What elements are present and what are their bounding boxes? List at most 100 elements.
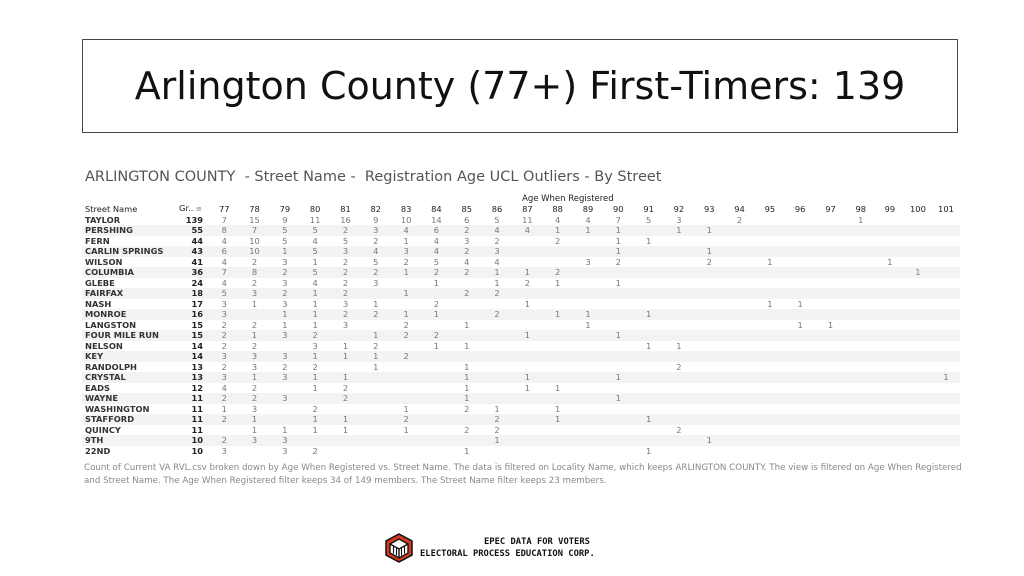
count-cell xyxy=(754,372,785,383)
count-cell xyxy=(932,446,960,457)
count-cell xyxy=(785,278,815,289)
age-column-header: 97 xyxy=(825,203,836,214)
count-cell: 3 xyxy=(282,277,288,288)
count-cell: 2 xyxy=(251,256,258,267)
count-cell: 2 xyxy=(451,267,482,278)
count-cell: 3 xyxy=(209,351,240,362)
count-cell xyxy=(876,446,904,457)
count-cell xyxy=(572,267,604,278)
table-row: FERN 44 4 10 5 4 5 2 1 4 3 2 2 1 1 xyxy=(82,236,960,247)
count-cell: 1 xyxy=(603,330,634,341)
count-cell: 1 xyxy=(390,267,422,278)
count-cell xyxy=(931,288,960,299)
count-cell: 2 xyxy=(209,330,240,341)
total-cell: 24 xyxy=(191,277,204,288)
count-cell xyxy=(361,425,391,436)
total-cell: 43 xyxy=(179,246,210,257)
count-cell xyxy=(330,404,360,415)
count-cell: 1 xyxy=(615,235,621,246)
count-cell: 5 xyxy=(300,225,331,236)
count-cell: 3 xyxy=(585,256,591,267)
count-cell: 10 xyxy=(249,235,260,246)
count-cell xyxy=(269,414,300,425)
street-name-cell: QUINCY xyxy=(85,424,121,435)
count-cell xyxy=(603,435,634,446)
count-cell: 1 xyxy=(251,424,258,435)
count-cell xyxy=(904,362,932,373)
count-cell xyxy=(694,278,724,289)
age-column-header: 83 xyxy=(400,203,412,214)
count-cell: 1 xyxy=(421,309,452,320)
count-cell: 2 xyxy=(451,246,482,257)
age-column-header: 77 xyxy=(218,203,230,214)
count-cell: 4 xyxy=(312,277,318,288)
count-cell: 4 xyxy=(421,246,452,257)
count-cell xyxy=(904,446,932,457)
count-cell xyxy=(846,425,876,436)
count-cell xyxy=(876,425,904,436)
table-row: CARLIN SPRINGS 43 6 10 1 5 3 4 3 4 2 3 1 1 xyxy=(82,246,960,257)
count-cell xyxy=(452,278,482,289)
count-cell xyxy=(932,404,960,415)
count-cell xyxy=(694,309,725,320)
count-cell xyxy=(573,236,603,247)
count-cell xyxy=(904,320,932,331)
count-cell xyxy=(785,414,816,425)
count-cell: 1 xyxy=(694,246,725,257)
count-cell: 2 xyxy=(269,267,300,278)
count-cell: 8 xyxy=(209,225,240,236)
count-cell xyxy=(663,309,695,320)
count-cell xyxy=(512,414,543,425)
count-cell xyxy=(451,414,482,425)
count-cell: 1 xyxy=(494,403,500,414)
count-cell xyxy=(694,414,725,425)
slide-title-box: Arlington County (77+) First-Timers: 139 xyxy=(82,39,958,133)
count-cell: 2 xyxy=(481,288,513,299)
count-cell xyxy=(270,404,300,415)
count-cell xyxy=(785,236,815,247)
total-cell: 36 xyxy=(179,267,210,278)
count-cell xyxy=(754,288,785,299)
sort-descending-icon[interactable]: ≡ xyxy=(196,205,202,213)
count-cell xyxy=(512,435,543,446)
count-cell xyxy=(512,288,543,299)
street-name-cell: KEY xyxy=(82,351,180,362)
count-cell xyxy=(876,299,904,310)
count-cell xyxy=(421,383,451,394)
count-cell xyxy=(815,362,845,373)
count-cell: 1 xyxy=(694,435,725,446)
count-cell: 1 xyxy=(512,267,543,278)
count-cell xyxy=(845,414,876,425)
age-column-header: 89 xyxy=(582,203,594,214)
table-row: NELSON 14 2 2 3 1 2 1 1 1 1 xyxy=(82,341,960,352)
total-header[interactable]: Gr.. ≡ xyxy=(179,203,209,215)
table-row: PERSHING 55 8 7 5 5 2 3 4 6 2 4 4 1 1 1 1 1 xyxy=(82,225,960,236)
age-column-header: 84 xyxy=(431,203,442,214)
count-cell xyxy=(754,225,785,236)
count-cell xyxy=(904,404,932,415)
count-cell: 1 xyxy=(542,225,573,236)
count-cell xyxy=(932,320,960,331)
count-cell xyxy=(931,393,960,404)
count-cell: 4 xyxy=(221,382,227,393)
count-cell: 1 xyxy=(251,298,258,309)
count-cell xyxy=(815,236,845,247)
count-cell: 16 xyxy=(340,214,351,225)
count-cell xyxy=(209,425,239,436)
count-cell: 1 xyxy=(330,414,361,425)
count-cell: 1 xyxy=(300,372,331,383)
total-cell: 13 xyxy=(191,361,204,372)
count-cell xyxy=(724,341,754,352)
count-cell xyxy=(815,288,846,299)
count-cell xyxy=(785,446,815,457)
count-cell xyxy=(904,299,932,310)
count-cell: 2 xyxy=(312,403,318,414)
count-cell xyxy=(361,320,391,331)
street-name-cell: WILSON xyxy=(85,256,123,267)
count-cell xyxy=(724,309,755,320)
count-cell xyxy=(330,446,360,457)
count-cell xyxy=(903,246,932,257)
count-cell: 1 xyxy=(390,288,422,299)
street-name-cell: FERN xyxy=(85,235,110,246)
count-cell: 2 xyxy=(221,340,227,351)
